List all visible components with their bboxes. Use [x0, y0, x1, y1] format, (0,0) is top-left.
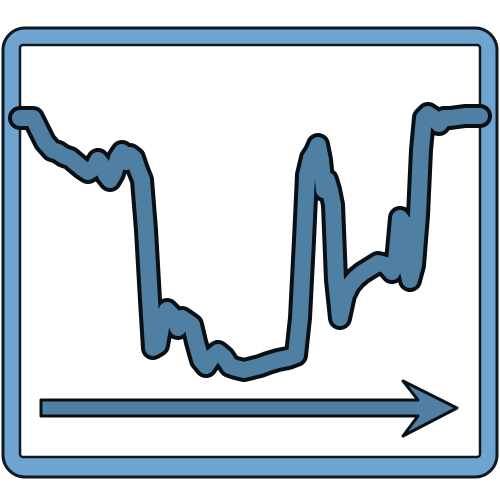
- trend-line: [12, 106, 488, 378]
- time-arrow-icon: [39, 379, 459, 438]
